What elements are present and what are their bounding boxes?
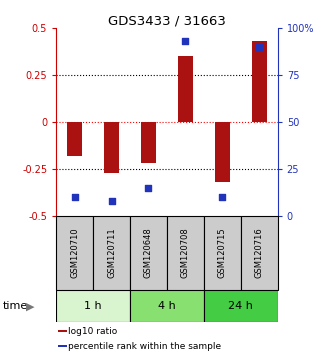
Bar [167,216,204,290]
Bar [93,216,130,290]
Point [146,185,151,190]
Bar [56,216,93,290]
Text: GSM120648: GSM120648 [144,228,153,279]
Bar [215,122,230,182]
Bar [130,290,204,322]
Bar [58,330,67,332]
Bar [130,216,167,290]
Text: GSM120715: GSM120715 [218,228,227,279]
Text: 4 h: 4 h [158,301,176,311]
Bar [67,122,82,156]
Bar [241,216,278,290]
Text: GSM120708: GSM120708 [181,228,190,279]
Text: percentile rank within the sample: percentile rank within the sample [68,342,221,350]
Bar [104,122,119,173]
Bar [58,345,67,347]
Bar [204,216,241,290]
Point [72,194,77,200]
Bar [141,122,156,164]
Bar [178,56,193,122]
Point [220,194,225,200]
Text: 1 h: 1 h [84,301,102,311]
Bar [56,290,130,322]
Text: log10 ratio: log10 ratio [68,326,117,336]
Text: ▶: ▶ [26,301,35,311]
Text: time: time [3,301,29,311]
Bar [204,290,278,322]
Text: GSM120710: GSM120710 [70,228,79,279]
Bar [252,41,266,122]
Text: GSM120716: GSM120716 [255,228,264,279]
Point [256,44,262,50]
Text: 24 h: 24 h [228,301,253,311]
Point [183,39,188,44]
Point [109,198,114,204]
Title: GDS3433 / 31663: GDS3433 / 31663 [108,14,226,27]
Text: GSM120711: GSM120711 [107,228,116,279]
